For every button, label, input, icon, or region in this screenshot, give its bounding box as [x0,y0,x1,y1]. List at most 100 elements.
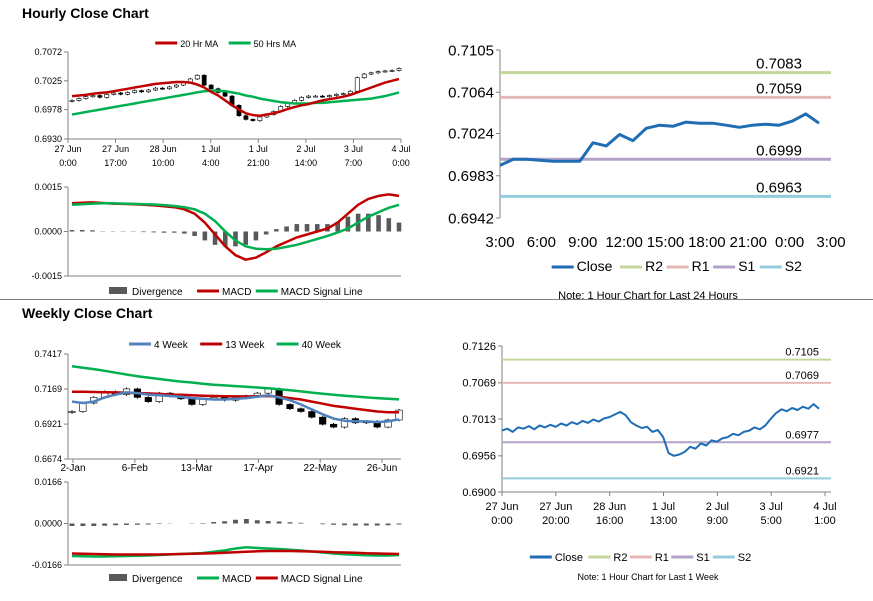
legend-label-macd-signal-line: MACD Signal Line [281,574,363,585]
y-tick-label: 0.6983 [448,168,494,185]
macd-signal-line [71,549,400,556]
candle-body [382,70,388,73]
close-line [501,403,820,457]
candle-body [188,398,196,405]
x-tick-label-date: 27 Jun [485,501,518,513]
candle-body [160,87,165,90]
x-tick-label-date: 28 Jun [150,144,177,154]
x-tick-label: 9:00 [568,234,597,251]
candle-body [306,95,311,98]
y-tick-label: 0.7069 [462,378,496,390]
x-tick-label: 26-Jun [367,463,398,474]
x-tick-label: 22-May [304,463,337,474]
candle-body [208,84,214,90]
y-tick-label: 0.7169 [34,384,62,394]
x-tick-label: 6:00 [527,234,556,251]
y-tick-label: 0.6921 [34,419,62,429]
x-tick-label-time: 21:00 [247,158,270,168]
level-label-s2: 0.6921 [785,465,819,477]
legend-label-s1: S1 [696,552,709,564]
y-tick-label: 0.0000 [34,227,62,237]
level-label-r1: 0.7059 [756,80,802,97]
legend-label-divergence: Divergence [132,287,183,298]
ma4-line [71,391,400,424]
y-tick-label: 0.7024 [448,126,494,143]
ma50-line [71,89,400,116]
candle-body [146,89,151,93]
x-tick-label-time: 1:00 [814,515,835,527]
y-tick-label: 0.6674 [34,454,62,464]
legend-label-macd-signal-line: MACD Signal Line [281,287,363,298]
x-tick-label: 2-Jan [60,463,85,474]
y-tick-label: 0.7105 [448,42,494,59]
x-tick-label: 18:00 [688,234,726,251]
candle-body [330,423,338,428]
level-label-s1: 0.6977 [785,429,819,441]
x-tick-label: 13-Mar [181,463,213,474]
candle-body [299,97,304,101]
level-label-s2: 0.6963 [756,179,802,196]
x-tick-label-time: 17:00 [104,158,127,168]
weekly-section-title: Weekly Close Chart [22,305,153,321]
legend-swatch-divergence [109,574,127,581]
x-tick-label-time: 10:00 [152,158,175,168]
y-tick-label: 0.6942 [448,210,494,227]
x-tick-label: 6-Feb [122,463,149,474]
legend-label-r1: R1 [655,552,669,564]
legend-label-macd: MACD [222,574,251,585]
candle-body [144,397,152,402]
candle-body [257,116,263,121]
x-tick-label-date: 27 Jun [539,501,572,513]
x-tick-label-date: 28 Jun [593,501,626,513]
candle-body [83,96,89,99]
x-tick-label: 15:00 [647,234,685,251]
candle-body [90,95,96,98]
x-tick-label-time: 13:00 [650,515,678,527]
candle-body [389,70,395,72]
x-tick-label-time: 14:00 [295,158,318,168]
x-tick-label-date: 4 Jul [391,144,410,154]
candle-body [308,411,316,418]
legend-label-divergence: Divergence [132,574,183,585]
x-tick-label-date: 2 Jul [296,144,315,154]
y-tick-label: -0.0166 [31,560,62,570]
y-tick-label: 0.7072 [34,47,62,57]
macd-signal-line [71,202,400,251]
y-tick-label: 0.6900 [462,487,496,499]
y-tick-label: 0.7417 [34,349,62,359]
x-tick-label-time: 0:00 [491,515,512,527]
y-tick-label: 0.7126 [462,341,496,353]
x-tick-label: 3:00 [485,234,514,251]
candle-body [173,84,179,88]
x-tick-label-date: 1 Jul [201,144,220,154]
candle-body [139,90,144,93]
level-label-r2: 0.7083 [756,56,802,73]
candle-body [243,115,249,120]
ma40-line [71,365,400,401]
y-tick-label: 0.0015 [34,182,62,192]
weekly-pivot-note: Note: 1 Hour Chart for Last 1 Week [578,572,719,582]
x-tick-label-date: 3 Jul [344,144,363,154]
y-tick-label: 0.7064 [448,85,494,102]
macd-line [71,546,400,558]
y-tick-label: 0.6956 [462,451,496,463]
legend-label-close: Close [577,258,613,274]
candle-body [97,95,103,98]
y-tick-label: -0.0015 [31,271,62,281]
candle-body [222,92,228,97]
x-tick-label: 3:00 [816,234,845,251]
candle-body [153,87,158,91]
x-tick-label-date: 1 Jul [652,501,675,513]
y-tick-label: 0.0000 [34,519,62,529]
x-tick-label-time: 20:00 [542,515,570,527]
candle-body [286,404,294,409]
legend-label-close: Close [555,552,583,564]
legend-label-s2: S2 [738,552,751,564]
candle-body [319,416,327,425]
x-tick-label-date: 4 Jul [813,501,836,513]
candle-body [167,86,172,90]
x-tick-label-time: 16:00 [596,515,624,527]
